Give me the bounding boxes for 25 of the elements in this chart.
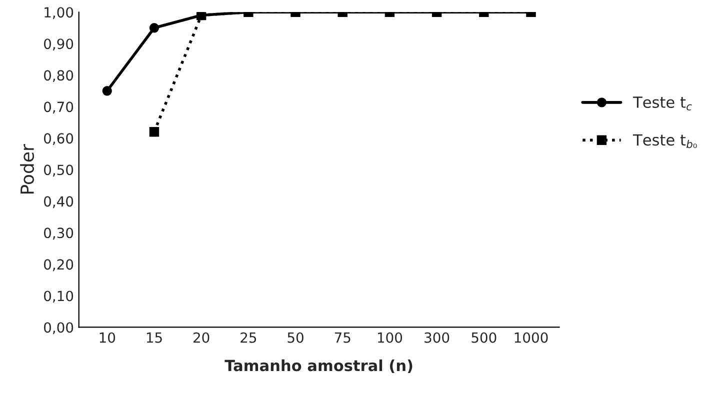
y-tick-label: 0,30: [44, 228, 74, 240]
legend-label: Teste t$_{c}$: [632, 96, 692, 110]
y-tick-label: 0,90: [44, 38, 74, 51]
x-tick-label: 100: [378, 332, 402, 343]
x-tick-label: 1000: [514, 332, 548, 343]
y-tick-label: 0,60: [44, 133, 74, 146]
x-tick-label: 300: [424, 332, 450, 343]
y-tick-label: 0,20: [44, 259, 74, 272]
y-tick-label: 0,70: [44, 102, 74, 114]
x-tick-label: 500: [472, 332, 496, 343]
x-tick-label: 50: [288, 332, 304, 343]
x-tick-label: 25: [240, 332, 256, 343]
legend-label: Teste t$_{b₀}$: [632, 134, 697, 148]
y-axis-title: Poder: [20, 144, 34, 194]
y-tick-label: 0,80: [44, 70, 74, 82]
y-tick-label: 1,00: [44, 7, 74, 20]
x-tick-label: 15: [146, 332, 162, 343]
y-tick-label: 0,00: [44, 322, 74, 334]
x-tick-label: 10: [100, 332, 116, 343]
x-tick-label: 20: [194, 332, 210, 343]
x-axis-title: Tamanho amostral (n): [224, 359, 412, 374]
x-tick-label: 75: [334, 332, 350, 343]
y-tick-label: 0,10: [44, 290, 74, 303]
y-tick-label: 0,50: [44, 164, 74, 177]
y-tick-label: 0,40: [44, 196, 74, 208]
